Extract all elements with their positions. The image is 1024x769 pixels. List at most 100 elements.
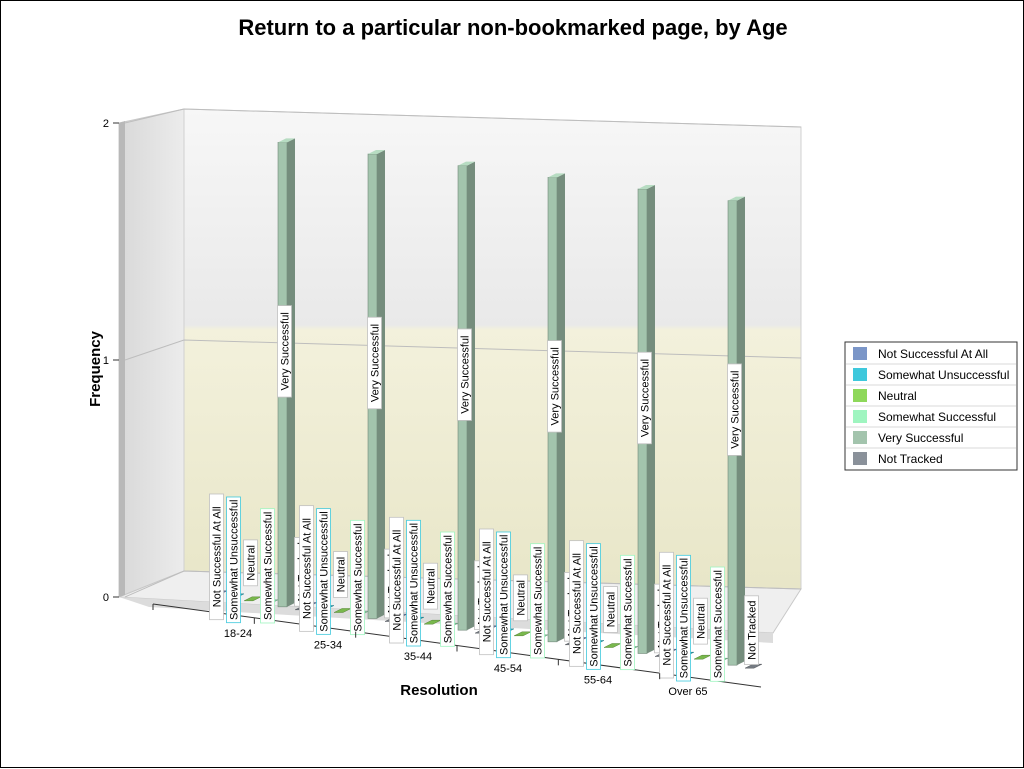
bar-label-2-2: Neutral [423,562,438,610]
bar-label-box-4-3 [620,554,635,671]
bar-label-0-4: Very Successful [277,305,292,398]
bar-label-box-5-5 [744,595,759,665]
x-tick-label-0: 18-24 [224,628,252,640]
bar-label-1-4: Very Successful [367,316,382,410]
bar-label-text-3-0: Not Successful At All [482,541,494,642]
bar-label-box-5-0 [659,551,674,679]
bar-label-text-5-1: Somewhat Unsuccessful [679,558,691,678]
bar-label-box-0-4 [277,305,292,398]
bar-label-2-4: Very Successful [457,328,472,421]
bar-label-text-5-4: Very Successful [730,371,742,449]
bar-label-text-5-5: Not Tracked [747,601,759,660]
bar-label-text-3-2: Neutral [516,580,528,615]
gridline-2 [124,108,802,128]
bar-label-text-2-1: Somewhat Unsuccessful [409,523,421,643]
bar-label-box-1-0 [299,505,314,632]
bar-label-1-0: Not Successful At All [299,505,314,632]
bar-label-0-2: Neutral [243,539,258,587]
chart-title: Return to a particular non-bookmarked pa… [238,15,787,40]
bar-label-3-4: Very Successful [547,340,562,433]
bar-label-text-3-1: Somewhat Unsuccessful [499,535,511,655]
bar-label-box-0-3 [260,508,275,624]
x-tick-label-2: 35-44 [404,651,432,663]
bar-label-box-2-1 [406,519,421,647]
bar-label-3-0: Not Successful At All [479,528,494,656]
bar-label-box-3-4 [547,340,562,433]
bar-label-box-3-3 [530,543,545,659]
bar-label-text-4-1: Somewhat Unsuccessful [589,546,601,666]
legend-swatch-3 [853,410,867,423]
bar-label-5-1: Somewhat Unsuccessful [676,554,691,682]
bar-label-box-2-3 [440,531,455,647]
bar-label-text-1-1: Somewhat Unsuccessful [319,511,331,631]
bar-label-box-4-0 [569,540,584,667]
bar-label-box-2-4 [457,328,472,421]
bar-label-5-0: Not Successful At All [659,551,674,679]
bar-label-2-1: Somewhat Unsuccessful [406,519,421,647]
bar-label-5-4: Very Successful [727,363,742,456]
bar-label-text-1-3: Somewhat Successful [353,523,365,631]
bar-labels: Not Successful At All Somewhat Unsuccessf… [209,305,759,682]
bar-label-text-2-2: Neutral [426,568,438,603]
bar-3-2 [513,631,532,637]
bar-label-box-3-1 [496,531,511,659]
bar-label-box-1-4 [367,316,382,410]
bar-5-5 [744,663,763,669]
y-tick-label-1: 1 [103,355,109,367]
legend-swatch-1 [853,368,867,381]
bar-label-text-0-0: Not Successful At All [212,506,224,607]
bar-label-box-1-2 [333,551,348,598]
bar-label-4-2: Neutral [603,586,618,633]
bar-label-5-3: Somewhat Successful [710,566,725,682]
bar-label-text-1-0: Not Successful At All [302,518,314,619]
bar-label-box-3-2 [513,574,528,622]
bar-label-box-3-0 [479,528,494,656]
legend-swatch-4 [853,431,867,444]
bar-label-2-3: Somewhat Successful [440,531,455,647]
gridline-1 [124,339,802,361]
bar-label-box-2-0 [389,516,404,644]
bar-label-1-2: Neutral [333,551,348,598]
bar-label-box-0-2 [243,539,258,587]
legend-swatch-0 [853,347,867,360]
bar-label-text-2-0: Not Successful At All [392,530,404,631]
x-tick-labels: 18-24 25-34 35-44 45-54 55-64 Over 65 [152,604,708,698]
bar-label-3-2: Neutral [513,574,528,622]
bar-label-text-5-2: Neutral [696,603,708,638]
bar-label-4-3: Somewhat Successful [620,554,635,671]
x-tick-label-5: Over 65 [668,686,707,698]
bar-label-box-2-2 [423,562,438,610]
legend-label-3: Somewhat Successful [878,410,996,424]
bar-label-text-4-2: Neutral [606,592,618,627]
bar-label-text-3-4: Very Successful [550,347,562,425]
bar-label-text-0-1: Somewhat Unsuccessful [229,500,241,620]
bar-label-text-4-0: Not Successful At All [572,553,584,654]
bar-label-4-4: Very Successful [637,351,652,445]
bar-label-text-4-3: Somewhat Successful [623,558,635,666]
x-tick-label-3: 45-54 [494,663,522,675]
bar-label-text-3-3: Somewhat Successful [533,547,545,655]
legend-label-0: Not Successful At All [878,347,988,361]
bar-top-0-4 [278,138,295,143]
y-tick-label-2: 2 [103,118,109,130]
y-axis-band [119,121,125,597]
bar-label-text-1-2: Neutral [336,557,348,592]
y-tick-label-0: 0 [103,592,109,604]
bar-label-box-1-3 [350,519,365,636]
bar-label-box-4-1 [586,543,601,670]
bar-label-text-2-3: Somewhat Successful [443,535,455,643]
bar-label-box-5-4 [727,363,742,456]
bar-label-box-4-2 [603,586,618,633]
bar-top-5-4 [728,196,745,201]
y-axis-title: Frequency [87,330,104,407]
bar-label-1-1: Somewhat Unsuccessful [316,508,331,635]
bar-label-text-5-0: Not Successful At All [662,565,674,666]
bar-label-box-5-3 [710,566,725,682]
bar-label-3-1: Somewhat Unsuccessful [496,531,511,659]
x-tick-label-4: 55-64 [584,675,612,687]
bar-label-1-3: Somewhat Successful [350,519,365,636]
bar-label-box-0-0 [209,493,224,621]
bar-label-text-2-4: Very Successful [460,336,472,414]
